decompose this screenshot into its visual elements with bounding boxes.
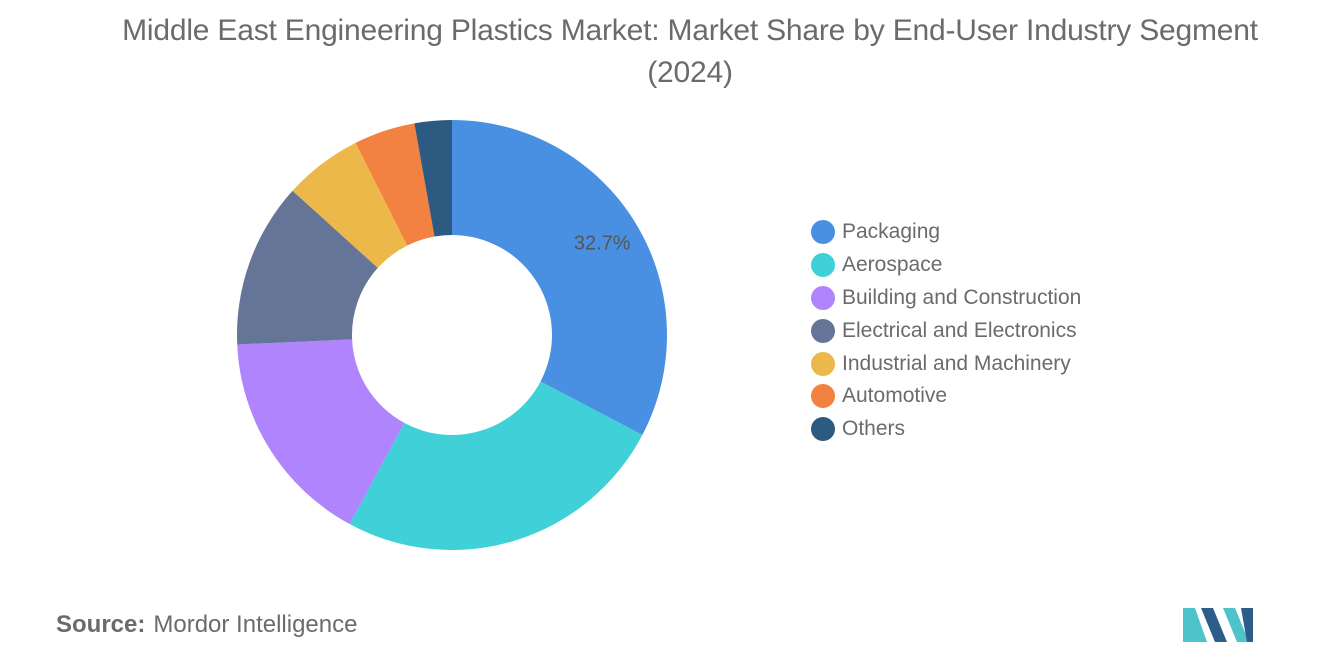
legend-item-automotive: Automotive [811, 380, 1151, 413]
legend-label-aerospace: Aerospace [842, 253, 943, 277]
donut-slice-packaging [452, 120, 667, 436]
donut-slice-building-and-construction [237, 339, 405, 525]
legend-item-industrial-and-machinery: Industrial and Machinery [811, 347, 1151, 380]
legend-label-electrical-and-electronics: Electrical and Electronics [842, 318, 1077, 342]
legend-swatch-others [811, 417, 835, 442]
donut-slice-automotive [355, 123, 435, 246]
legend-label-packaging: Packaging [842, 220, 941, 244]
chart-legend: Packaging Aerospace Building and Construct… [811, 216, 1151, 446]
legend-swatch-aerospace [811, 253, 835, 278]
logo-shape-bar [1241, 608, 1253, 642]
source-prefix: Source: [56, 611, 146, 638]
source-name: Mordor Intelligence [153, 611, 358, 638]
legend-label-industrial-and-machinery: Industrial and Machinery [842, 351, 1071, 375]
legend-swatch-building-and-construction [811, 285, 835, 310]
legend-item-packaging: Packaging [811, 216, 1151, 249]
legend-label-building-and-construction: Building and Construction [842, 285, 1082, 309]
legend-item-electrical-and-electronics: Electrical and Electronics [811, 314, 1151, 347]
legend-swatch-packaging [811, 220, 835, 245]
legend-item-aerospace: Aerospace [811, 249, 1151, 282]
donut-slice-electrical-and-electronics [237, 190, 378, 345]
legend-item-building-and-construction: Building and Construction [811, 282, 1151, 315]
legend-swatch-automotive [811, 384, 835, 409]
donut-slice-others [414, 120, 452, 237]
source-line: Source: Mordor Intelligence [56, 611, 357, 639]
logo-shape-middle [1201, 608, 1227, 642]
legend-item-others: Others [811, 413, 1151, 446]
mordor-intelligence-logo [1183, 608, 1253, 642]
legend-swatch-industrial-and-machinery [811, 351, 835, 376]
logo-shape-left [1183, 608, 1207, 642]
data-label-packaging: 32.7% [574, 233, 631, 255]
donut-slice-aerospace [349, 381, 643, 550]
legend-label-others: Others [842, 417, 906, 441]
chart-title: Middle East Engineering Plastics Market:… [122, 14, 1258, 89]
legend-label-automotive: Automotive [842, 384, 948, 408]
donut-slice-industrial-and-machinery [292, 142, 408, 268]
logo-shape-right [1223, 608, 1249, 642]
legend-swatch-electrical-and-electronics [811, 318, 835, 343]
